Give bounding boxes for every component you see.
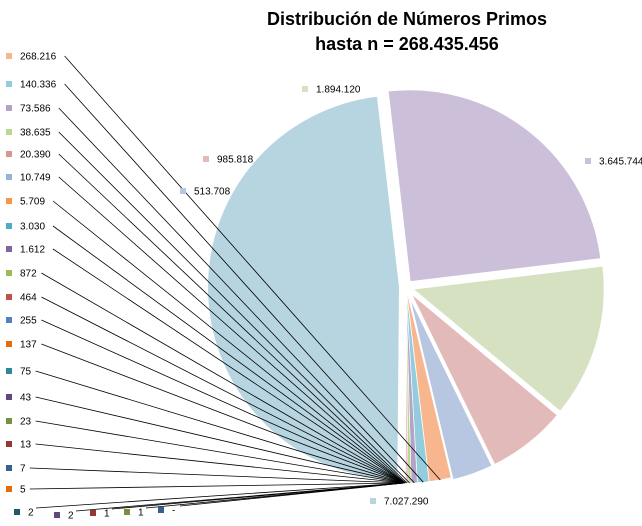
pie-slice-3 (409, 264, 606, 414)
leader-line (58, 153, 408, 484)
label-swatch (6, 270, 12, 276)
label-swatch (6, 441, 12, 447)
pie-slices (206, 88, 606, 484)
label-swatch (203, 156, 209, 162)
label-swatch (6, 174, 12, 180)
label-swatch (6, 394, 12, 400)
data-label-10: 20.390 (20, 150, 51, 161)
label-swatch (6, 341, 12, 347)
leader-line (35, 482, 405, 509)
data-label-29: - (172, 506, 175, 517)
leader-line (58, 107, 415, 484)
label-swatch (6, 486, 12, 492)
label-swatch (6, 129, 12, 135)
data-label-19: 75 (20, 367, 32, 378)
leader-line (58, 131, 410, 484)
leader-line (64, 83, 424, 483)
leader-line (35, 370, 405, 484)
pie-slice-4 (408, 290, 560, 467)
label-swatch (6, 418, 12, 424)
data-label-18: 137 (20, 340, 37, 351)
leader-line (52, 248, 405, 484)
data-label-17: 255 (20, 316, 37, 327)
data-label-4: 985.818 (217, 155, 254, 166)
data-label-7: 140.336 (20, 80, 57, 91)
leader-line (41, 343, 405, 484)
label-swatch (6, 105, 12, 111)
data-label-24: 5 (20, 485, 26, 496)
label-swatch (14, 509, 20, 515)
leader-line (58, 176, 407, 484)
leader-line (64, 55, 441, 481)
label-swatch (6, 151, 12, 157)
label-swatch (6, 317, 12, 323)
data-label-22: 13 (20, 440, 32, 451)
data-label-25: 2 (28, 508, 34, 519)
pie-slice-2 (386, 88, 603, 284)
leader-line (52, 225, 405, 484)
data-label-13: 3.030 (20, 222, 45, 233)
label-swatch (90, 510, 96, 516)
leader-lines (29, 55, 441, 512)
label-swatch (6, 465, 12, 471)
data-label-21: 23 (20, 417, 32, 428)
leader-line (41, 272, 405, 484)
leader-line (41, 319, 405, 484)
label-swatch (6, 53, 12, 59)
label-swatch (6, 81, 12, 87)
label-swatch (54, 512, 60, 518)
data-label-23: 7 (20, 464, 26, 475)
label-swatch (6, 294, 12, 300)
data-labels: 7.027.290 3.645.744 1.894.120 985.818 513.70… (6, 52, 642, 522)
data-label-1: 7.027.290 (384, 497, 429, 508)
data-label-5: 513.708 (194, 187, 231, 198)
data-label-2: 3.645.744 (599, 157, 642, 168)
leader-line (29, 482, 405, 490)
pie-slice-1 (206, 94, 402, 482)
chart-subtitle: hasta n = 268.435.456 (315, 34, 499, 54)
label-swatch (158, 507, 164, 513)
label-swatch (6, 368, 12, 374)
data-label-12: 5.709 (20, 197, 45, 208)
label-swatch (302, 86, 308, 92)
leader-line (29, 467, 405, 484)
label-swatch (370, 498, 376, 504)
leader-line (179, 482, 405, 507)
data-label-28: 1 (138, 508, 144, 519)
pie-slice-5 (407, 292, 495, 482)
data-label-9: 38.635 (20, 128, 51, 139)
data-label-26: 2 (68, 511, 74, 522)
data-label-15: 872 (20, 269, 37, 280)
label-swatch (585, 158, 591, 164)
data-label-14: 1.612 (20, 245, 45, 256)
leader-line (35, 443, 405, 484)
label-swatch (6, 198, 12, 204)
data-label-27: 1 (104, 509, 110, 520)
data-label-11: 10.749 (20, 173, 51, 184)
data-label-6: 268.216 (20, 52, 57, 63)
leader-line (52, 200, 406, 484)
data-label-8: 73.586 (20, 104, 51, 115)
data-label-16: 464 (20, 293, 37, 304)
leader-line (35, 420, 405, 484)
data-label-3: 1.894.120 (316, 85, 361, 96)
label-swatch (6, 223, 12, 229)
label-swatch (180, 188, 186, 194)
leader-line (41, 296, 405, 484)
chart-title: Distribución de Números Primos (267, 9, 547, 29)
label-swatch (6, 246, 12, 252)
data-label-20: 43 (20, 393, 32, 404)
leader-line (35, 396, 405, 484)
label-swatch (124, 509, 130, 515)
